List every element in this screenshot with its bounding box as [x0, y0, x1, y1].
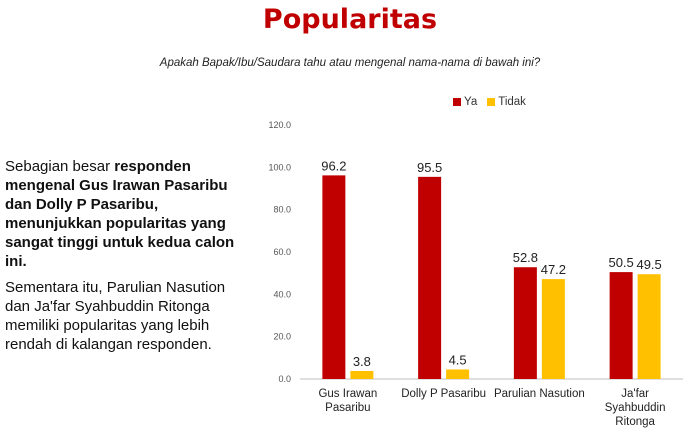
legend-label-tidak: Tidak — [498, 96, 526, 108]
y-tick-label: 40.0 — [273, 289, 291, 299]
data-label: 96.2 — [321, 158, 346, 173]
y-tick-label: 100.0 — [268, 162, 291, 172]
bar-tidak — [350, 370, 374, 379]
bar-ya — [418, 176, 442, 379]
data-label: 49.5 — [636, 257, 661, 272]
survey-question: Apakah Bapak/Ibu/Saudara tahu atau menge… — [159, 57, 541, 69]
y-tick-label: 60.0 — [273, 247, 291, 257]
bar-ya — [322, 175, 346, 379]
legend-item-ya: Ya — [453, 96, 477, 108]
description-panel: Sebagian besar responden mengenal Gus Ir… — [5, 157, 250, 361]
description-paragraph-2: Sementara itu, Parulian Nasution dan Ja'… — [5, 279, 226, 353]
category-label: Ritonga — [615, 416, 655, 428]
bar-ya — [609, 272, 633, 379]
data-label: 3.8 — [353, 354, 371, 369]
data-label: 4.5 — [449, 352, 467, 367]
description-paragraph-1: Sebagian besar responden mengenal Gus Ir… — [5, 157, 250, 271]
category-label: Gus Irawan — [318, 388, 377, 400]
category-label: Pasaribu — [325, 402, 370, 414]
bar-tidak — [541, 279, 565, 379]
description-highlight: responden mengenal Gus Irawan Pasaribu d… — [5, 158, 235, 270]
bar-tidak — [446, 369, 470, 379]
category-label: Dolly P Pasaribu — [401, 388, 486, 400]
page-title: Popularitas — [262, 4, 438, 35]
category-label: Ja'far — [621, 388, 649, 400]
chart-legend: Ya Tidak — [453, 96, 526, 108]
category-label: Parulian Nasution — [494, 388, 585, 400]
y-tick-label: 80.0 — [273, 205, 291, 215]
y-tick-label: 120.0 — [268, 120, 291, 130]
data-label: 47.2 — [541, 262, 566, 277]
bar-tidak — [637, 274, 661, 379]
legend-item-tidak: Tidak — [487, 96, 526, 108]
y-tick-label: 0.0 — [278, 374, 291, 384]
data-label: 95.5 — [417, 160, 442, 175]
bar-ya — [513, 267, 537, 379]
description-intro: Sebagian besar — [5, 158, 115, 175]
legend-label-ya: Ya — [464, 96, 478, 108]
category-label: Syahbuddin — [605, 402, 666, 414]
y-tick-label: 20.0 — [273, 332, 291, 342]
data-label: 50.5 — [608, 255, 633, 270]
data-label: 52.8 — [513, 250, 538, 265]
legend-swatch-ya — [453, 98, 461, 106]
legend-swatch-tidak — [487, 98, 496, 106]
